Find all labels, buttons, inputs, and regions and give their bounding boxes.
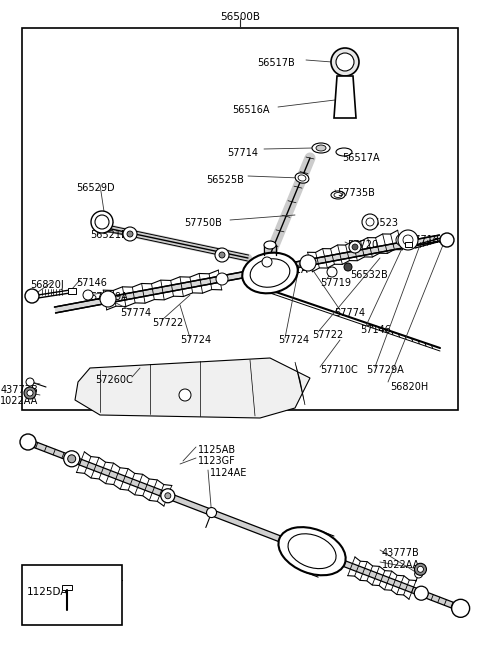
Circle shape bbox=[418, 566, 423, 572]
Text: 56523: 56523 bbox=[367, 218, 398, 228]
Text: 56525B: 56525B bbox=[206, 175, 244, 185]
Circle shape bbox=[452, 600, 469, 617]
Circle shape bbox=[216, 273, 228, 285]
Circle shape bbox=[349, 241, 361, 253]
Ellipse shape bbox=[312, 143, 330, 153]
Circle shape bbox=[414, 564, 426, 575]
Circle shape bbox=[396, 234, 408, 246]
Circle shape bbox=[64, 451, 80, 467]
Circle shape bbox=[100, 291, 116, 307]
Circle shape bbox=[262, 257, 272, 267]
Polygon shape bbox=[75, 358, 310, 418]
Ellipse shape bbox=[264, 241, 276, 249]
Text: 57714: 57714 bbox=[227, 148, 258, 158]
Polygon shape bbox=[54, 235, 441, 313]
Circle shape bbox=[344, 263, 352, 271]
Text: 57146: 57146 bbox=[360, 325, 391, 335]
Text: 56517A: 56517A bbox=[342, 153, 380, 163]
Circle shape bbox=[27, 390, 33, 396]
Circle shape bbox=[331, 48, 359, 76]
Text: 56517B: 56517B bbox=[257, 58, 295, 68]
Text: 57774: 57774 bbox=[120, 308, 151, 318]
Polygon shape bbox=[295, 362, 305, 405]
Circle shape bbox=[398, 230, 418, 250]
Circle shape bbox=[68, 455, 76, 462]
Text: 1125AB: 1125AB bbox=[198, 445, 236, 455]
Text: 57720: 57720 bbox=[347, 240, 378, 250]
Ellipse shape bbox=[242, 253, 298, 293]
Text: 57722: 57722 bbox=[312, 330, 343, 340]
Polygon shape bbox=[334, 76, 356, 118]
Circle shape bbox=[91, 211, 113, 233]
Circle shape bbox=[24, 387, 36, 399]
Circle shape bbox=[20, 434, 36, 450]
Text: 1022AA: 1022AA bbox=[382, 560, 420, 570]
Circle shape bbox=[165, 493, 171, 499]
Text: 57260C: 57260C bbox=[95, 375, 133, 385]
Circle shape bbox=[215, 248, 229, 262]
Text: 57719: 57719 bbox=[320, 278, 351, 288]
Text: 57722: 57722 bbox=[152, 318, 183, 328]
Ellipse shape bbox=[250, 258, 290, 287]
Text: 56820J: 56820J bbox=[30, 280, 64, 290]
Text: 57724: 57724 bbox=[180, 335, 211, 345]
Polygon shape bbox=[27, 440, 466, 613]
Circle shape bbox=[25, 289, 39, 303]
Bar bbox=[405, 242, 412, 247]
Circle shape bbox=[440, 233, 454, 247]
Text: 43777B: 43777B bbox=[382, 548, 420, 558]
Text: 57146: 57146 bbox=[76, 278, 107, 288]
Text: 57729A: 57729A bbox=[90, 292, 128, 302]
Text: 56551A: 56551A bbox=[270, 265, 308, 275]
Text: 1123GF: 1123GF bbox=[198, 456, 236, 466]
Text: 1022AA: 1022AA bbox=[0, 396, 38, 406]
Text: 56516A: 56516A bbox=[232, 105, 270, 115]
Bar bbox=[68, 288, 76, 294]
Circle shape bbox=[161, 489, 175, 502]
Ellipse shape bbox=[316, 145, 326, 151]
Circle shape bbox=[127, 231, 133, 237]
Circle shape bbox=[219, 252, 225, 258]
Bar bbox=[62, 585, 72, 590]
Circle shape bbox=[300, 255, 316, 271]
Circle shape bbox=[414, 586, 428, 600]
Text: 57718A: 57718A bbox=[408, 235, 445, 245]
Ellipse shape bbox=[336, 148, 352, 156]
Circle shape bbox=[403, 235, 413, 245]
Circle shape bbox=[83, 290, 93, 300]
Bar bbox=[22, 565, 122, 625]
Circle shape bbox=[179, 389, 191, 401]
Ellipse shape bbox=[298, 175, 306, 181]
Ellipse shape bbox=[278, 527, 346, 575]
Circle shape bbox=[95, 215, 109, 229]
Circle shape bbox=[206, 508, 216, 518]
Circle shape bbox=[26, 378, 34, 386]
Ellipse shape bbox=[288, 534, 336, 569]
Ellipse shape bbox=[334, 192, 342, 197]
Text: 57724: 57724 bbox=[278, 335, 309, 345]
Circle shape bbox=[362, 214, 378, 230]
Circle shape bbox=[352, 244, 358, 250]
Text: 56820H: 56820H bbox=[390, 382, 428, 392]
Text: 57774: 57774 bbox=[334, 308, 365, 318]
Circle shape bbox=[366, 218, 374, 226]
Bar bbox=[22, 28, 458, 410]
Text: 43777B: 43777B bbox=[0, 385, 38, 395]
Text: 57710C: 57710C bbox=[320, 365, 358, 375]
Text: 56529D: 56529D bbox=[76, 183, 115, 193]
Text: 57735B: 57735B bbox=[337, 188, 375, 198]
Circle shape bbox=[327, 267, 337, 277]
Circle shape bbox=[123, 227, 137, 241]
Circle shape bbox=[415, 570, 423, 578]
Text: 1124AE: 1124AE bbox=[210, 468, 247, 478]
Text: 57729A: 57729A bbox=[366, 365, 404, 375]
Circle shape bbox=[336, 53, 354, 71]
Text: 56521B: 56521B bbox=[90, 230, 128, 240]
Text: 56500B: 56500B bbox=[220, 12, 260, 22]
Text: 1125DA: 1125DA bbox=[27, 587, 69, 597]
Ellipse shape bbox=[331, 191, 345, 199]
Text: 56532B: 56532B bbox=[350, 270, 388, 280]
Text: 57750B: 57750B bbox=[184, 218, 222, 228]
Ellipse shape bbox=[295, 173, 309, 183]
